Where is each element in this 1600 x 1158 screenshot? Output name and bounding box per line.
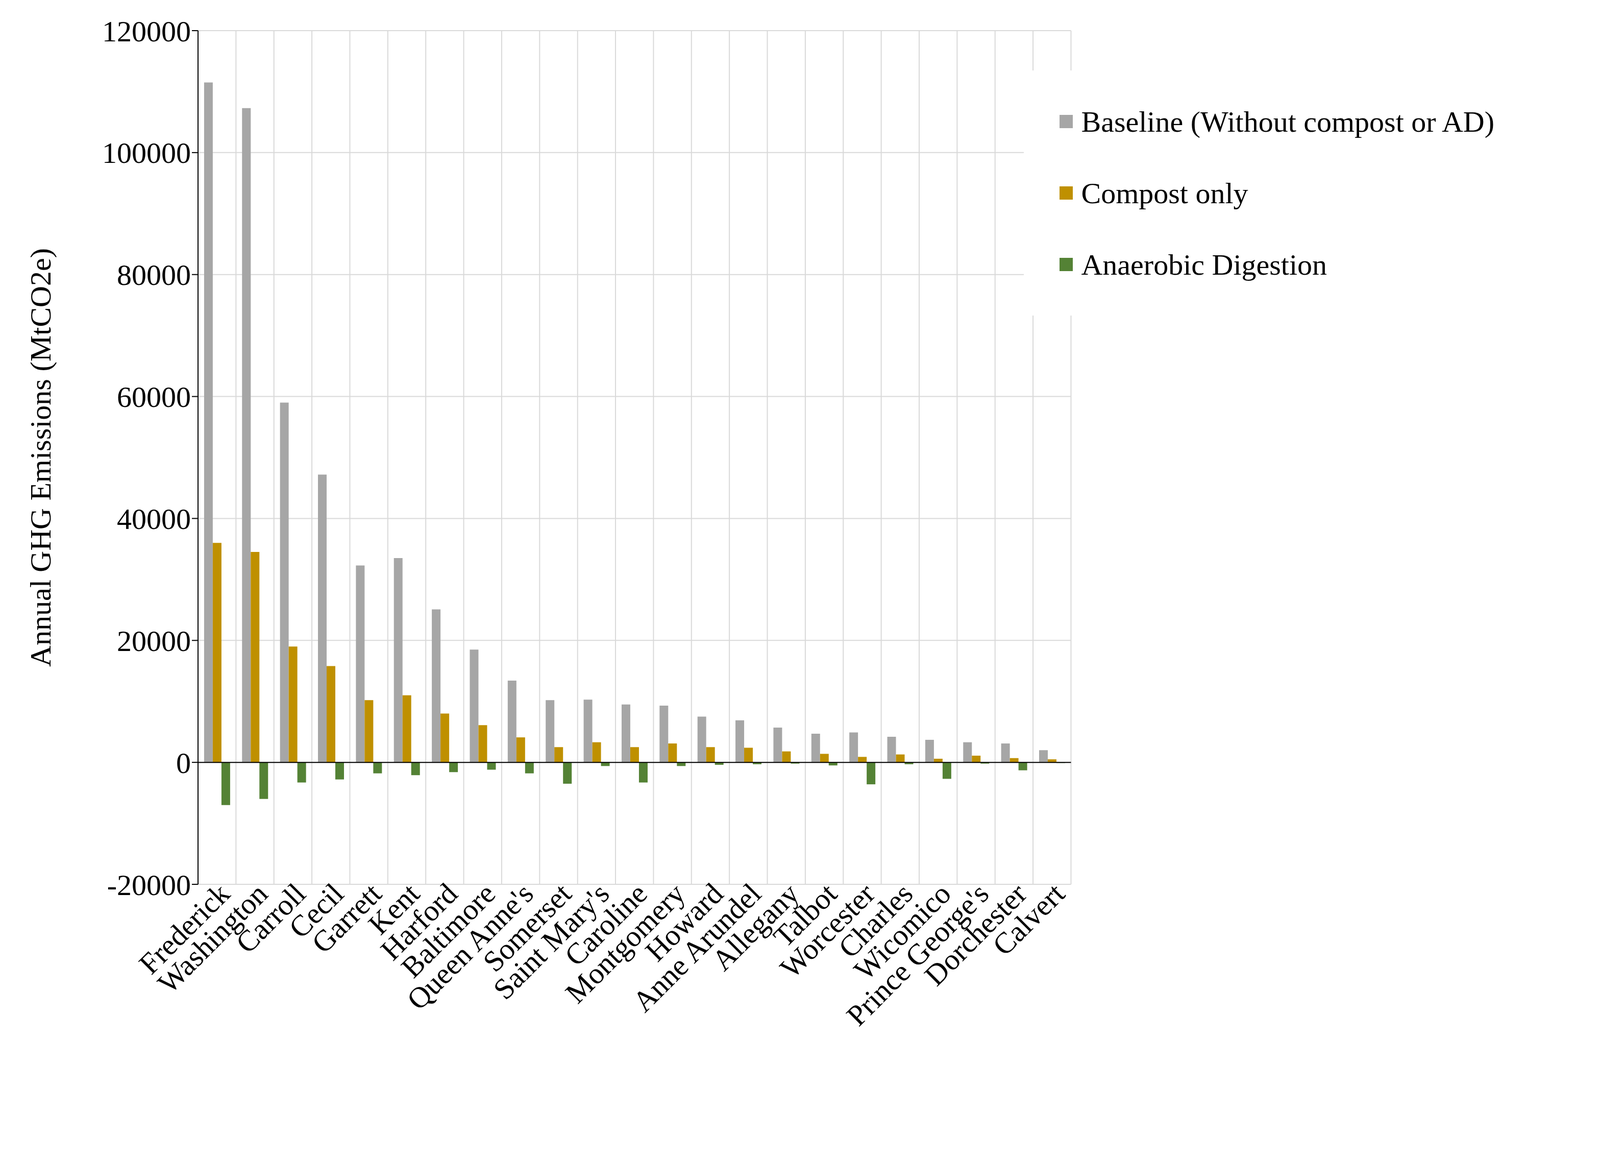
svg-text:Howard: Howard bbox=[638, 876, 730, 968]
svg-text:Caroline: Caroline bbox=[558, 876, 654, 973]
html-text:Baseline (Without compost or A: Baseline (Without compost or AD) bbox=[1081, 104, 1495, 139]
svg-text:Anne Arundel: Anne Arundel bbox=[626, 876, 768, 1018]
svg-text:60000: 60000 bbox=[116, 380, 191, 414]
svg-text:120000: 120000 bbox=[102, 14, 191, 48]
svg-text:Worcester: Worcester bbox=[773, 876, 882, 985]
svg-text:80000: 80000 bbox=[116, 258, 191, 292]
html-text:Anaerobic Digestion: Anaerobic Digestion bbox=[1081, 247, 1327, 281]
svg-text:Prince George's: Prince George's bbox=[839, 876, 996, 1032]
svg-text:Dorchester: Dorchester bbox=[917, 876, 1034, 992]
svg-text:Carroll: Carroll bbox=[229, 876, 313, 960]
svg-text:Somerset: Somerset bbox=[476, 876, 578, 978]
svg-text:Saint Mary's: Saint Mary's bbox=[486, 876, 616, 1006]
svg-text:Calvert: Calvert bbox=[986, 876, 1072, 962]
svg-text:Kent: Kent bbox=[361, 876, 426, 941]
svg-text:-20000: -20000 bbox=[107, 868, 191, 902]
svg-text:Washington: Washington bbox=[151, 876, 275, 1000]
svg-text:Charles: Charles bbox=[831, 876, 920, 964]
svg-text:Montgomery: Montgomery bbox=[558, 876, 692, 1010]
svg-text:Queen Anne's: Queen Anne's bbox=[400, 876, 540, 1016]
svg-text:20000: 20000 bbox=[116, 624, 191, 658]
svg-text:0: 0 bbox=[176, 746, 191, 780]
svg-text:Garrett: Garrett bbox=[305, 876, 388, 960]
html-text:Compost only: Compost only bbox=[1081, 176, 1249, 210]
svg-text:40000: 40000 bbox=[116, 502, 191, 536]
svg-text:Baltimore: Baltimore bbox=[394, 876, 502, 984]
svg-text:Annual GHG Emissions (MtCO2e): Annual GHG Emissions (MtCO2e) bbox=[23, 248, 58, 667]
svg-text:Cecil: Cecil bbox=[282, 876, 351, 945]
svg-text:Talbot: Talbot bbox=[766, 876, 844, 954]
svg-text:Harford: Harford bbox=[374, 876, 464, 967]
svg-text:100000: 100000 bbox=[102, 136, 191, 170]
svg-text:Wicomico: Wicomico bbox=[847, 876, 958, 987]
svg-text:Allegany: Allegany bbox=[705, 876, 806, 977]
